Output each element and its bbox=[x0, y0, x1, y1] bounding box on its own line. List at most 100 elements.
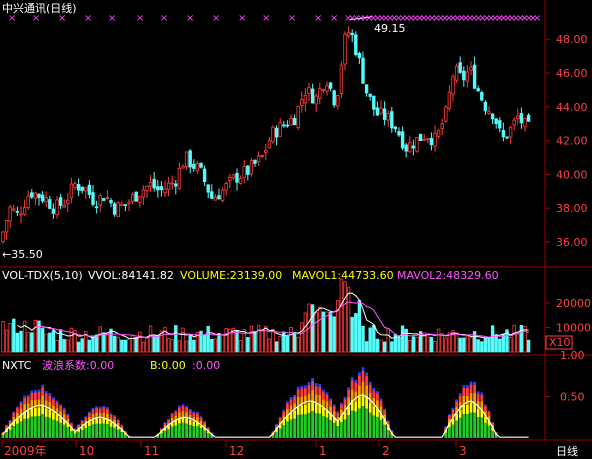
time-axis: 2009年 10 11 12 1 2 3 bbox=[1, 440, 467, 458]
indicator-bar-segment bbox=[286, 408, 289, 416]
indicator-bar-segment bbox=[336, 426, 340, 438]
volume-bar bbox=[375, 338, 380, 353]
indicator-bar-segment bbox=[462, 414, 466, 438]
volume-unit-badge[interactable] bbox=[545, 335, 573, 350]
indicator-bar-segment bbox=[124, 434, 127, 438]
indicator-bar-segment bbox=[167, 419, 170, 423]
indicator-bar-segment bbox=[116, 429, 120, 438]
signal-marker: × bbox=[462, 13, 470, 24]
indicator-bar-segment bbox=[322, 416, 325, 438]
indicator-bar-segment bbox=[206, 427, 210, 428]
indicator-bar-segment bbox=[12, 421, 16, 427]
indicator-bar-segment bbox=[109, 413, 113, 415]
indicator-bar-segment bbox=[106, 424, 109, 438]
signal-marker: × bbox=[516, 13, 524, 24]
candle-body bbox=[141, 189, 146, 198]
signal-marker: × bbox=[365, 13, 373, 24]
candle-body bbox=[12, 208, 16, 211]
candle-body bbox=[256, 155, 261, 163]
candle-body bbox=[238, 177, 243, 184]
indicator-bar-segment bbox=[170, 426, 174, 438]
candle-body bbox=[375, 107, 380, 116]
indicator-bar-segment bbox=[293, 410, 296, 419]
candle-body bbox=[451, 76, 455, 95]
volume-bar bbox=[192, 339, 196, 353]
indicator-bar-segment bbox=[376, 416, 379, 438]
indicator-bar-segment bbox=[311, 378, 314, 382]
indicator-bar-segment bbox=[1, 431, 5, 433]
indicator-bar-segment bbox=[163, 422, 167, 426]
indicator-bar-segment bbox=[448, 423, 451, 428]
candle-body bbox=[382, 108, 387, 120]
indicator-bar-segment bbox=[116, 422, 120, 427]
volume-bar bbox=[4, 329, 9, 353]
candle-body bbox=[15, 210, 20, 213]
indicator-bar-segment bbox=[73, 433, 77, 438]
indicator-bar-segment bbox=[192, 411, 196, 413]
volume-bar bbox=[346, 286, 351, 353]
indicator-bar-segment bbox=[48, 392, 52, 396]
indicator-bar-segment bbox=[192, 421, 196, 427]
indicator-axis: 1.00 0.50 bbox=[545, 349, 585, 404]
candle-body bbox=[368, 93, 372, 97]
candle-body bbox=[22, 207, 27, 215]
indicator-name: NXTC bbox=[2, 359, 32, 372]
indicator-bar-segment bbox=[473, 402, 476, 413]
indicator-bar-segment bbox=[37, 416, 41, 438]
period-button[interactable] bbox=[548, 443, 592, 459]
indicator-bar-segment bbox=[476, 408, 480, 418]
indicator-bar-segment bbox=[66, 418, 70, 423]
indicator-bar-segment bbox=[163, 425, 167, 428]
indicator-bar-segment bbox=[469, 384, 473, 393]
indicator-bar-segment bbox=[70, 422, 73, 424]
indicator-bar-segment bbox=[52, 412, 55, 420]
volume-bar bbox=[246, 337, 250, 353]
candle-body bbox=[62, 205, 66, 208]
indicator-bar-segment bbox=[109, 422, 113, 427]
candle-body bbox=[134, 191, 138, 202]
indicator-bar-segment bbox=[5, 432, 8, 438]
indicator-bar-segment bbox=[325, 409, 329, 418]
signal-marker: × bbox=[344, 13, 352, 24]
time-axis-label: 10 bbox=[79, 444, 94, 458]
indicator-bar-segment bbox=[174, 410, 178, 412]
candle-body bbox=[415, 137, 419, 152]
volume-bar bbox=[354, 313, 358, 353]
signal-marker: × bbox=[382, 13, 390, 24]
indicator-bar-segment bbox=[19, 421, 23, 438]
indicator-bar-segment bbox=[181, 422, 185, 438]
indicator-bar-segment bbox=[116, 420, 120, 423]
volume-bar bbox=[296, 336, 300, 353]
volume-bar bbox=[22, 320, 27, 353]
candle-body bbox=[314, 95, 318, 105]
indicator-bar-segment bbox=[448, 415, 451, 420]
indicator-bar-segment bbox=[343, 404, 347, 413]
indicator-bar-segment bbox=[329, 398, 332, 401]
indicator-bar-segment bbox=[1, 432, 5, 434]
indicator-bar-segment bbox=[289, 399, 293, 406]
volume-bar bbox=[480, 341, 484, 353]
candle-body bbox=[508, 126, 513, 138]
volume-bar bbox=[364, 341, 369, 353]
indicator-bar-segment bbox=[109, 414, 113, 419]
volume-bar bbox=[350, 316, 354, 353]
signal-marker: × bbox=[330, 13, 338, 24]
indicator-bar-segment bbox=[59, 422, 62, 438]
indicator-bar-segment bbox=[365, 408, 368, 438]
indicator-bar-segment bbox=[307, 402, 311, 413]
indicator-bar-segment bbox=[379, 398, 383, 401]
indicator-bar-segment bbox=[163, 422, 167, 423]
indicator-bar-segment bbox=[314, 383, 318, 386]
candle-body bbox=[282, 124, 286, 127]
volume-bar bbox=[523, 326, 527, 353]
indicator-bar-segment bbox=[88, 412, 91, 417]
indicator-bar-segment bbox=[494, 431, 498, 433]
volume-bar bbox=[483, 338, 488, 353]
indicator-bar-segment bbox=[383, 414, 386, 420]
volume-bar bbox=[40, 328, 45, 353]
indicator-bar-segment bbox=[37, 407, 41, 417]
indicator-bar-segment bbox=[300, 388, 304, 397]
candle-body bbox=[242, 166, 246, 178]
indicator-bar-segment bbox=[156, 433, 160, 434]
